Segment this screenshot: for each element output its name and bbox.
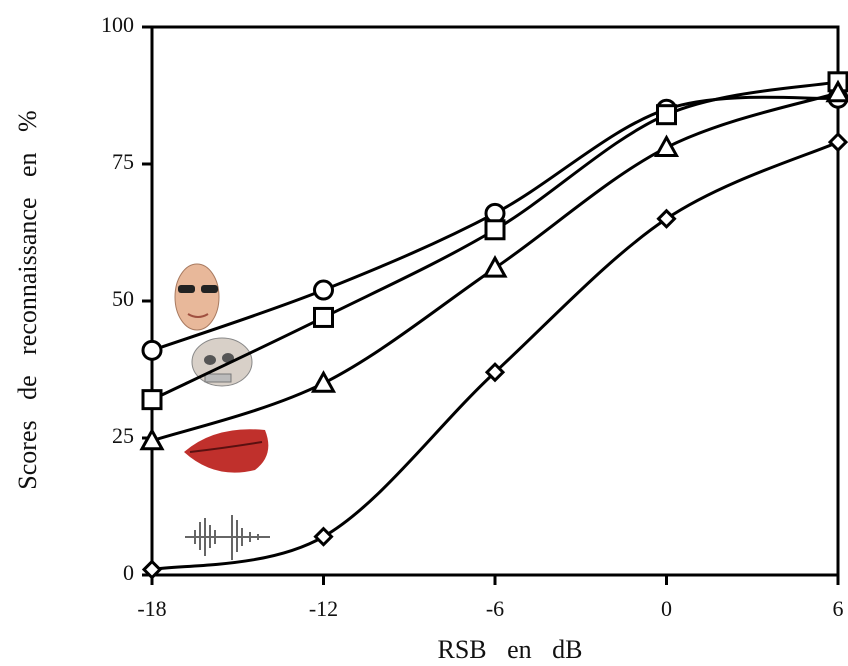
y-tick-label: 50 [112,286,134,311]
marker [484,219,506,241]
y-tick-label: 75 [112,149,134,174]
y-tick-label: 0 [123,560,134,585]
marker [482,255,508,278]
marker [827,131,848,153]
x-tick-label: -18 [137,596,166,621]
waveform-icon [185,515,270,560]
marker [656,104,677,126]
x-tick-label: -12 [309,596,338,621]
x-tick-label: 0 [661,596,672,621]
marker [313,526,334,547]
lips-icon [184,429,269,473]
marker [313,279,334,301]
x-tick-label: -6 [486,596,504,621]
y-tick-label: 25 [112,423,134,448]
marker [141,339,163,361]
y-axis-label: Scores de reconnaissance en % [13,110,42,489]
skull-icon [191,337,253,387]
series-line [151,80,839,401]
x-axis-label: RSB en dB [437,635,582,664]
marker [484,362,506,383]
face-icon [174,263,220,331]
marker [139,427,165,451]
marker [825,79,848,103]
plot-frame [150,25,840,577]
x-tick-label: 6 [833,596,844,621]
marker [313,306,334,328]
marker [141,389,163,411]
marker [141,559,163,580]
marker [310,370,337,393]
marker [653,134,680,158]
marker [656,208,677,229]
y-tick-label: 100 [101,12,134,37]
